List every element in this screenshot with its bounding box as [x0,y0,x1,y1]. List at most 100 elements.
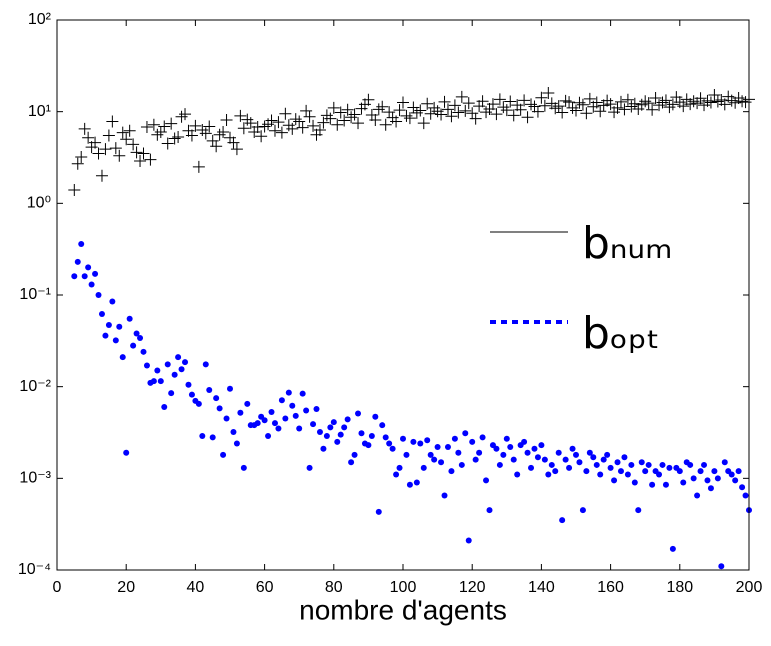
dot-marker [666,464,673,471]
plus-marker [480,106,493,119]
plus-marker [725,94,738,107]
plus-marker [102,129,115,142]
dot-marker [735,468,742,475]
plus-marker [590,96,603,109]
dot-marker [164,361,171,368]
dot-marker [728,471,735,478]
dot-marker [607,464,614,471]
plus-marker [358,98,371,111]
dot-marker [240,464,247,471]
dot-marker [244,400,251,407]
plus-marker [158,120,171,133]
dot-marker [617,468,624,475]
plus-marker [469,112,482,125]
dot-marker [493,445,500,452]
plus-marker [659,94,672,107]
plus-marker [531,105,544,118]
dot-marker [334,438,341,445]
dot-marker [92,270,99,277]
dot-marker [465,537,472,544]
plus-marker [341,103,354,116]
plus-marker [563,96,576,109]
plus-marker [542,86,555,99]
plus-marker [116,126,129,139]
dot-marker [707,485,714,492]
dot-marker [483,477,490,484]
x-tick-label: 180 [666,579,693,596]
dot-marker [690,475,697,482]
plus-marker [362,93,375,106]
dot-marker [168,390,175,397]
dot-marker [562,456,569,463]
dot-marker [292,412,299,419]
dot-marker [119,354,126,361]
x-tick-label: 80 [325,579,343,596]
dot-marker [579,507,586,514]
plus-marker [161,137,174,150]
dot-marker [541,456,548,463]
plus-marker [639,95,652,108]
plus-marker [331,118,344,131]
y-tick-label: 10⁻¹ [19,286,51,303]
dot-marker [479,434,486,441]
plus-marker [137,147,150,160]
plus-marker [172,130,185,143]
dot-marker [74,258,81,265]
plus-marker [196,124,209,137]
plus-marker [653,99,666,112]
plus-marker [573,96,586,109]
plus-marker [113,149,126,162]
plus-marker [663,101,676,114]
dot-marker [178,366,185,373]
plus-marker [601,94,614,107]
plus-marker [92,147,105,160]
plus-marker [711,95,724,108]
legend-label: bₙᵤₘ [582,218,673,269]
plus-marker [369,114,382,127]
plus-marker [504,95,517,108]
plus-marker [206,134,219,147]
plus-marker [414,104,427,117]
dot-marker [645,461,652,468]
plot-frame [56,19,750,571]
dot-marker [621,454,628,461]
dot-marker [109,298,116,305]
dot-marker [81,273,88,280]
plus-marker [545,97,558,110]
dot-marker [642,468,649,475]
dot-marker [507,443,514,450]
plus-marker [500,104,513,117]
plus-marker [736,95,749,108]
y-tick-label: 10² [28,11,52,28]
dot-marker [358,430,365,437]
x-tick-label: 60 [256,579,274,596]
dot-marker [410,438,417,445]
dot-marker [496,461,503,468]
plus-marker [597,99,610,112]
dot-marker [455,449,462,456]
plus-marker [511,99,524,112]
dot-marker [624,471,631,478]
plus-marker [435,108,448,121]
plus-marker [75,151,88,164]
plus-marker [448,99,461,112]
dot-marker [638,459,645,466]
dot-marker [161,404,168,411]
plus-marker [154,126,167,139]
dot-marker [586,449,593,456]
plus-marker [507,109,520,122]
dot-marker [105,322,112,329]
plus-marker [120,133,133,146]
plus-marker [684,98,697,111]
dot-marker [662,481,669,488]
dot-marker [403,451,410,458]
dot-marker [303,407,310,414]
dot-marker [341,424,348,431]
dot-marker [289,402,296,409]
dot-marker [597,471,604,478]
plus-marker [365,108,378,121]
dot-marker [441,492,448,499]
dot-marker [400,435,406,442]
plus-marker [372,103,385,116]
